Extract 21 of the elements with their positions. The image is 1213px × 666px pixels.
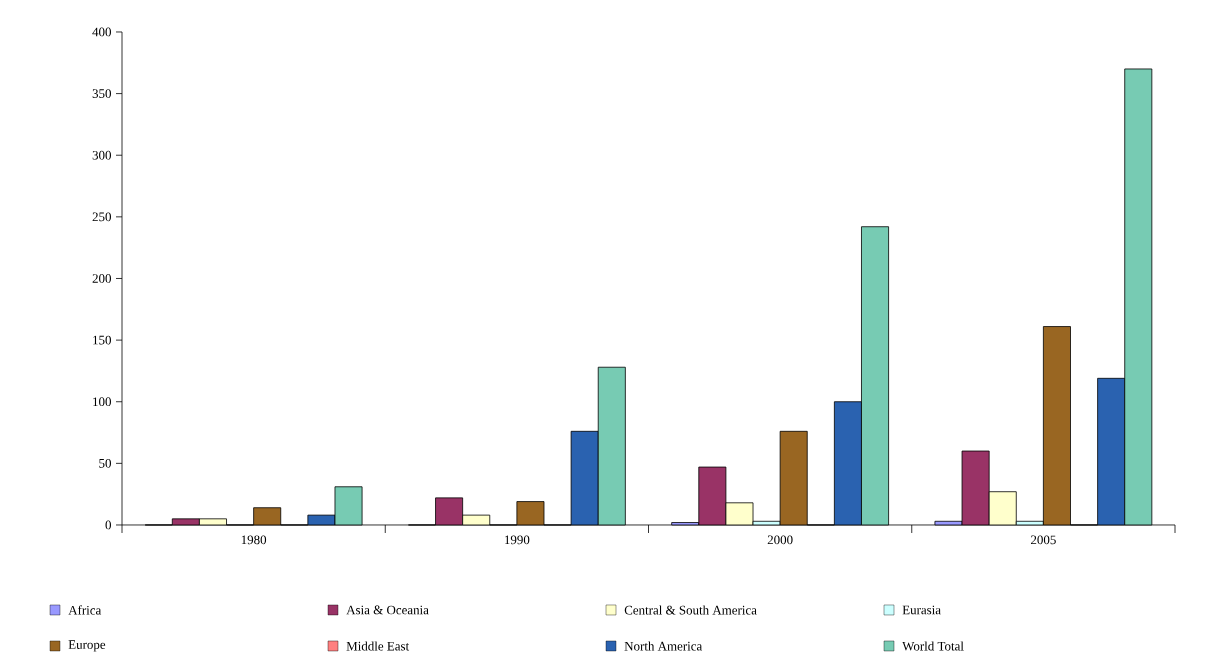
y-tick-label: 200 bbox=[92, 274, 111, 283]
legend-label: Europe bbox=[68, 640, 106, 652]
y-tick-label: 300 bbox=[92, 150, 111, 160]
y-tick-label: 350 bbox=[92, 89, 111, 98]
y-tick-label: 400 bbox=[92, 27, 111, 37]
legend-label: Eurasia bbox=[902, 605, 941, 615]
legend-label: Middle East bbox=[346, 641, 410, 651]
y-tick-label: 100 bbox=[93, 397, 111, 407]
y-tick-label: 250 bbox=[92, 212, 111, 222]
legend-label: Africa bbox=[68, 605, 102, 615]
x-tick-label: 2000 bbox=[767, 535, 793, 545]
x-tick-label: 1990 bbox=[505, 535, 530, 545]
x-tick-label: 2005 bbox=[1031, 535, 1056, 545]
legend-label: World Total bbox=[902, 641, 964, 651]
y-tick-label: 0 bbox=[105, 520, 111, 530]
legend-label: North America bbox=[624, 641, 703, 651]
legend-label: Asia & Oceania bbox=[346, 605, 429, 615]
x-tick-label: 1980 bbox=[241, 535, 267, 545]
legend-label: Central & South America bbox=[624, 605, 757, 615]
y-tick-label: 150 bbox=[93, 335, 111, 345]
y-tick-label: 50 bbox=[99, 458, 111, 468]
